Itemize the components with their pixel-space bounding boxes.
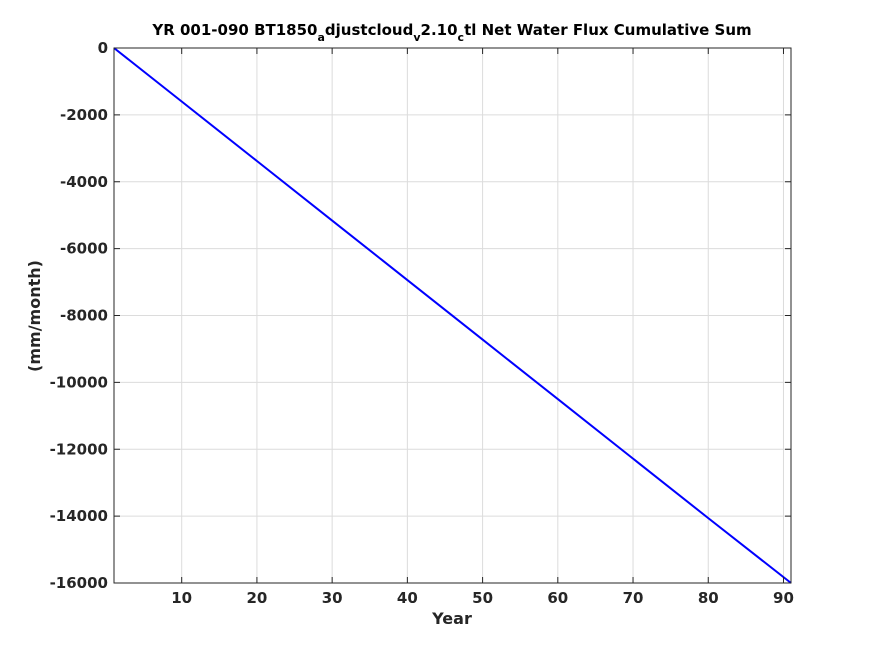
x-tick-label: 30 bbox=[322, 589, 343, 607]
title-sub-2: v bbox=[413, 31, 421, 44]
y-tick-label: -8000 bbox=[60, 307, 108, 325]
y-tick-label: -16000 bbox=[50, 574, 108, 592]
x-tick-label: 80 bbox=[698, 589, 719, 607]
title-sub-1: a bbox=[317, 31, 324, 44]
title-part-4: tl Net Water Flux Cumulative Sum bbox=[464, 21, 752, 39]
y-tick-label: -10000 bbox=[50, 373, 108, 391]
x-tick-label: 40 bbox=[397, 589, 418, 607]
x-tick-label: 90 bbox=[773, 589, 794, 607]
x-ticks: 10 20 30 40 50 60 70 80 90 bbox=[171, 48, 794, 607]
chart-title: YR 001-090 BT1850adjustcloudv2.10ctl Net… bbox=[151, 21, 751, 44]
y-tick-label: -12000 bbox=[50, 440, 108, 458]
y-tick-label: 0 bbox=[98, 39, 108, 57]
x-tick-label: 70 bbox=[623, 589, 644, 607]
title-sub-3: c bbox=[458, 31, 465, 44]
y-tick-label: -4000 bbox=[60, 173, 108, 191]
x-tick-label: 50 bbox=[472, 589, 493, 607]
y-tick-label: -2000 bbox=[60, 106, 108, 124]
x-axis-label: Year bbox=[431, 609, 472, 628]
y-tick-label: -14000 bbox=[50, 507, 108, 525]
title-part-2: djustcloud bbox=[325, 21, 413, 39]
series-line bbox=[113, 47, 792, 584]
x-tick-label: 60 bbox=[547, 589, 568, 607]
title-part-3: 2.10 bbox=[421, 21, 458, 39]
y-tick-label: -6000 bbox=[60, 240, 108, 258]
x-tick-label: 10 bbox=[171, 589, 192, 607]
x-tick-label: 20 bbox=[246, 589, 267, 607]
y-axis-label: (mm/month) bbox=[25, 260, 44, 372]
title-part-1: YR 001-090 BT1850 bbox=[151, 21, 317, 39]
y-ticks: 0 -2000 -4000 -6000 -8000 -10000 -12000 -14000 -… bbox=[50, 39, 791, 592]
series-layer bbox=[113, 47, 792, 584]
